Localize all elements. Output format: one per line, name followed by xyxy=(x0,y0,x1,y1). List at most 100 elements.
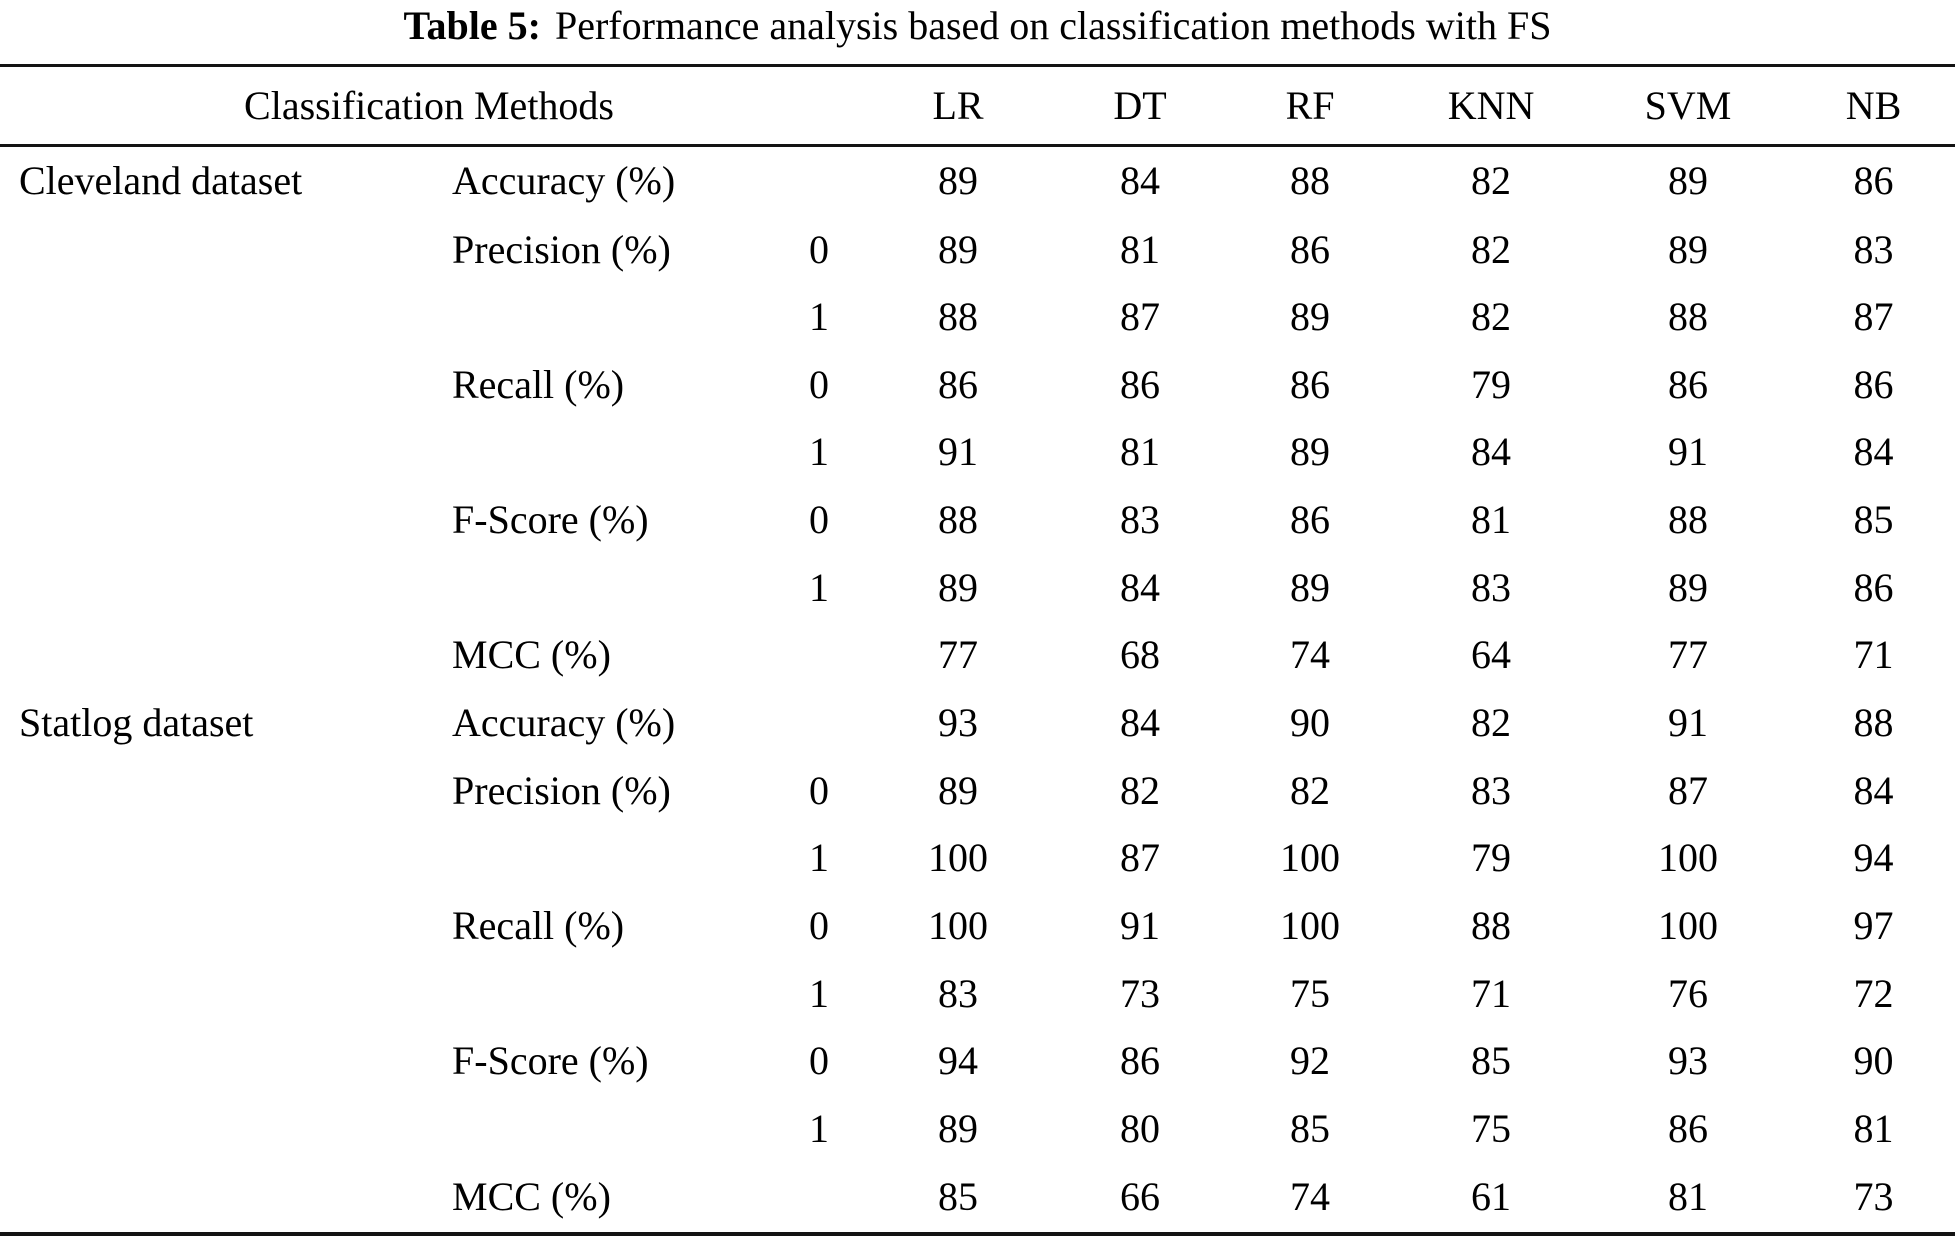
value-cell: 100 xyxy=(1658,835,1719,881)
class-cell: 0 xyxy=(809,226,830,272)
metric-cell: MCC (%) xyxy=(452,1174,611,1220)
class-cell: 1 xyxy=(809,564,830,610)
value-cell: 71 xyxy=(1471,970,1512,1016)
value-cell: 89 xyxy=(938,226,979,272)
value-cell: 90 xyxy=(1290,700,1331,746)
value-cell: 83 xyxy=(1471,564,1512,610)
value-cell: 100 xyxy=(928,903,989,949)
metric-cell: F-Score (%) xyxy=(452,497,649,543)
metric-cell: F-Score (%) xyxy=(452,1038,649,1084)
value-cell: 73 xyxy=(1120,970,1161,1016)
table-row: Precision (%) 0 89 81 86 82 89 83 xyxy=(0,216,1955,284)
value-cell: 64 xyxy=(1471,632,1512,678)
value-cell: 86 xyxy=(1853,564,1894,610)
value-cell: 81 xyxy=(1668,1174,1709,1220)
metric-cell xyxy=(440,825,780,893)
value-cell: 86 xyxy=(1853,158,1894,204)
dataset-cell xyxy=(0,892,440,960)
value-cell: 84 xyxy=(1120,700,1161,746)
performance-table: Classification Methods LR DT RF KNN SVM … xyxy=(0,64,1955,1236)
dataset-cell xyxy=(0,622,440,690)
value-cell: 84 xyxy=(1471,429,1512,475)
value-cell: 93 xyxy=(938,700,979,746)
value-cell: 87 xyxy=(1120,835,1161,881)
value-cell: 85 xyxy=(1471,1038,1512,1084)
column-header-rf: RF xyxy=(1222,65,1399,147)
class-cell: 0 xyxy=(809,1038,830,1084)
value-cell: 68 xyxy=(1120,632,1161,678)
metric-cell xyxy=(440,960,780,1028)
metric-cell xyxy=(440,283,780,351)
metric-cell: MCC (%) xyxy=(452,632,611,678)
metric-cell: Accuracy (%) xyxy=(452,700,676,746)
dataset-cell xyxy=(0,1028,440,1096)
table-caption-label: Table 5: xyxy=(403,3,541,48)
value-cell: 89 xyxy=(938,1106,979,1152)
value-cell: 88 xyxy=(1668,294,1709,340)
class-cell xyxy=(780,622,858,690)
value-cell: 75 xyxy=(1471,1106,1512,1152)
value-cell: 88 xyxy=(1290,158,1331,204)
table-row: Recall (%) 0 86 86 86 79 86 86 xyxy=(0,351,1955,419)
metric-cell: Recall (%) xyxy=(452,903,625,949)
value-cell: 86 xyxy=(1668,1106,1709,1152)
value-cell: 89 xyxy=(1290,294,1331,340)
dataset-cell xyxy=(0,825,440,893)
dataset-cell xyxy=(0,757,440,825)
value-cell: 89 xyxy=(1290,564,1331,610)
value-cell: 74 xyxy=(1290,1174,1331,1220)
value-cell: 81 xyxy=(1120,429,1161,475)
value-cell: 86 xyxy=(1668,361,1709,407)
table-row: Statlog dataset Accuracy (%) 93 84 90 82 91 88 xyxy=(0,689,1955,757)
value-cell: 88 xyxy=(938,497,979,543)
dataset-cell xyxy=(0,419,440,487)
value-cell: 83 xyxy=(1853,226,1894,272)
value-cell: 77 xyxy=(938,632,979,678)
table-row: F-Score (%) 0 94 86 92 85 93 90 xyxy=(0,1028,1955,1096)
column-header-dt: DT xyxy=(1058,65,1223,147)
value-cell: 74 xyxy=(1290,632,1331,678)
value-cell: 88 xyxy=(938,294,979,340)
value-cell: 94 xyxy=(938,1038,979,1084)
value-cell: 91 xyxy=(1668,429,1709,475)
value-cell: 85 xyxy=(1853,497,1894,543)
value-cell: 66 xyxy=(1120,1174,1161,1220)
table-row: F-Score (%) 0 88 83 86 81 88 85 xyxy=(0,486,1955,554)
value-cell: 86 xyxy=(1290,226,1331,272)
value-cell: 82 xyxy=(1290,767,1331,813)
table-row: 1 88 87 89 82 88 87 xyxy=(0,283,1955,351)
header-row: Classification Methods LR DT RF KNN SVM … xyxy=(0,65,1955,147)
value-cell: 91 xyxy=(1668,700,1709,746)
table-row: 1 100 87 100 79 100 94 xyxy=(0,825,1955,893)
column-header-knn: KNN xyxy=(1398,65,1585,147)
value-cell: 100 xyxy=(1280,903,1341,949)
value-cell: 83 xyxy=(1471,767,1512,813)
column-header-classification-methods: Classification Methods xyxy=(0,65,859,147)
value-cell: 88 xyxy=(1853,700,1894,746)
value-cell: 71 xyxy=(1853,632,1894,678)
metric-cell: Precision (%) xyxy=(452,767,671,813)
value-cell: 61 xyxy=(1471,1174,1512,1220)
value-cell: 82 xyxy=(1471,294,1512,340)
column-header-lr: LR xyxy=(858,65,1059,147)
metric-cell xyxy=(440,554,780,622)
column-header-nb: NB xyxy=(1792,65,1955,147)
table-row: 1 89 84 89 83 89 86 xyxy=(0,554,1955,622)
value-cell: 92 xyxy=(1290,1038,1331,1084)
value-cell: 77 xyxy=(1668,632,1709,678)
table-row: 1 91 81 89 84 91 84 xyxy=(0,419,1955,487)
value-cell: 84 xyxy=(1120,158,1161,204)
table-row: MCC (%) 77 68 74 64 77 71 xyxy=(0,622,1955,690)
value-cell: 89 xyxy=(1668,226,1709,272)
value-cell: 81 xyxy=(1471,497,1512,543)
class-cell: 0 xyxy=(809,497,830,543)
value-cell: 91 xyxy=(1120,903,1161,949)
class-cell xyxy=(780,1163,858,1234)
value-cell: 85 xyxy=(1290,1106,1331,1152)
value-cell: 76 xyxy=(1668,970,1709,1016)
table-row: Precision (%) 0 89 82 82 83 87 84 xyxy=(0,757,1955,825)
table-body: Cleveland dataset Accuracy (%) 89 84 88 82 89 8… xyxy=(0,146,1955,1235)
table-row: MCC (%) 85 66 74 61 81 73 xyxy=(0,1163,1955,1234)
value-cell: 87 xyxy=(1853,294,1894,340)
dataset-cell xyxy=(0,554,440,622)
